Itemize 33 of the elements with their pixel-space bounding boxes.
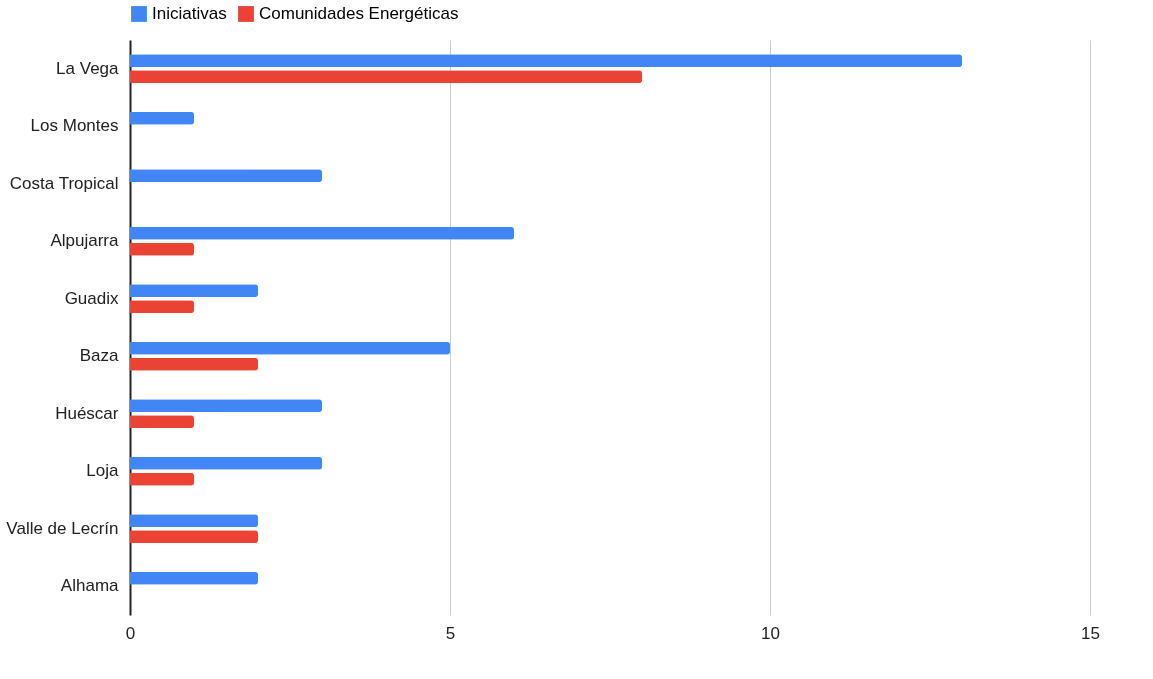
y-tick-label: Baza	[79, 346, 120, 366]
bar	[130, 169, 322, 183]
bar	[130, 514, 258, 528]
bar	[130, 70, 642, 84]
y-tick-label: Loja	[86, 461, 120, 481]
bar	[130, 242, 194, 256]
x-tick-label: 15	[1081, 623, 1100, 643]
bar	[130, 399, 322, 413]
y-tick-label: Valle de Lecrín	[6, 518, 119, 538]
bar	[130, 300, 194, 314]
y-tick-label: Costa Tropical	[9, 173, 119, 193]
legend-label: Comunidades Energéticas	[259, 4, 459, 23]
y-tick-label: La Vega	[56, 58, 120, 78]
bar	[130, 415, 194, 429]
x-tick-label: 10	[761, 623, 780, 643]
bar	[130, 472, 194, 486]
bar	[130, 111, 194, 125]
bar	[130, 54, 962, 68]
bar	[130, 341, 450, 355]
y-tick-label: Alhama	[60, 576, 120, 596]
y-tick-label: Los Montes	[30, 116, 119, 136]
bar	[130, 571, 258, 585]
bar	[130, 456, 322, 470]
bar	[130, 357, 258, 371]
legend-label: Iniciativas	[152, 4, 227, 23]
x-tick-label: 5	[445, 623, 456, 643]
bar	[130, 284, 258, 298]
x-tick-label: 0	[125, 623, 136, 643]
y-tick-label: Alpujarra	[50, 231, 120, 251]
bar	[130, 226, 514, 240]
y-tick-label: Guadix	[64, 288, 119, 308]
bar	[130, 530, 258, 544]
y-tick-label: Huéscar	[55, 403, 119, 423]
